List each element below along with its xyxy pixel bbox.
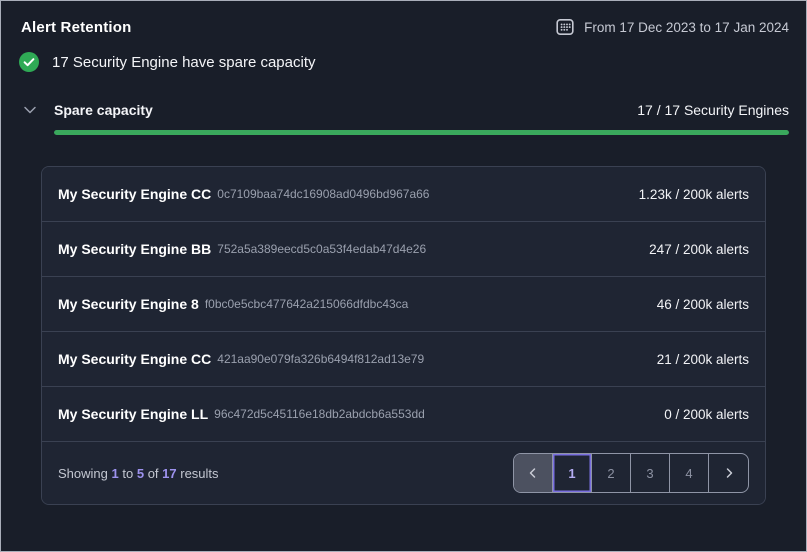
status-row: 17 Security Engine have spare capacity bbox=[1, 37, 806, 72]
date-range-label: From 17 Dec 2023 to 17 Jan 2024 bbox=[584, 19, 789, 35]
status-message: 17 Security Engine have spare capacity bbox=[52, 53, 316, 71]
engine-name: My Security Engine CC bbox=[58, 351, 212, 367]
list-footer: Showing 1 to 5 of 17 results 1 2 bbox=[42, 442, 765, 504]
section-count: 17 / 17 Security Engines bbox=[637, 102, 789, 118]
engine-alerts: 21 / 200k alerts bbox=[656, 351, 749, 367]
results-total: 17 bbox=[162, 465, 177, 481]
engine-id: 752a5a389eecd5c0a53f4edab47d4e26 bbox=[217, 242, 427, 256]
chevron-left-icon bbox=[526, 466, 540, 480]
page-title: Alert Retention bbox=[21, 18, 132, 36]
panel-header: Alert Retention From 17 Dec 2023 to 17 J… bbox=[1, 1, 806, 37]
engine-row: My Security Engine LL 96c472d5c45116e18d… bbox=[42, 387, 765, 442]
engine-id: 421aa90e079fa326b6494f812ad13e79 bbox=[217, 352, 425, 366]
calendar-icon bbox=[555, 17, 575, 37]
engine-name: My Security Engine 8 bbox=[58, 296, 199, 312]
engine-name: My Security Engine LL bbox=[58, 406, 209, 422]
results-prefix: Showing bbox=[58, 465, 108, 481]
engine-id: 96c472d5c45116e18db2abdcb6a553dd bbox=[214, 407, 425, 421]
engine-row: My Security Engine CC 0c7109baa74dc16908… bbox=[42, 167, 765, 222]
results-suffix: results bbox=[180, 465, 219, 481]
results-from: 1 bbox=[111, 465, 119, 481]
engine-alerts: 1.23k / 200k alerts bbox=[638, 186, 749, 202]
page-button-4[interactable]: 4 bbox=[670, 454, 709, 492]
results-summary: Showing 1 to 5 of 17 results bbox=[58, 466, 219, 481]
engine-name: My Security Engine BB bbox=[58, 241, 212, 257]
results-to-word: to bbox=[122, 465, 134, 481]
engine-name: My Security Engine CC bbox=[58, 186, 212, 202]
engine-row: My Security Engine BB 752a5a389eecd5c0a5… bbox=[42, 222, 765, 277]
engines-list-card: My Security Engine CC 0c7109baa74dc16908… bbox=[41, 166, 766, 505]
page-button-3[interactable]: 3 bbox=[631, 454, 670, 492]
results-of-word: of bbox=[147, 465, 159, 481]
progress-fill bbox=[54, 130, 789, 135]
engine-alerts: 247 / 200k alerts bbox=[649, 241, 749, 257]
prev-page-button[interactable] bbox=[514, 454, 553, 492]
check-circle-icon bbox=[19, 52, 39, 72]
date-range-picker[interactable]: From 17 Dec 2023 to 17 Jan 2024 bbox=[555, 17, 789, 37]
pagination: 1 2 3 4 bbox=[513, 453, 749, 493]
engine-row: My Security Engine 8 f0bc0e5cbc477642a21… bbox=[42, 277, 765, 332]
section-label: Spare capacity bbox=[54, 102, 153, 118]
engine-id: f0bc0e5cbc477642a215066dfdbc43ca bbox=[204, 297, 409, 311]
results-to: 5 bbox=[136, 465, 145, 481]
chevron-down-icon[interactable] bbox=[19, 99, 41, 121]
spare-capacity-header: Spare capacity 17 / 17 Security Engines bbox=[1, 72, 806, 121]
chevron-right-icon bbox=[722, 466, 736, 480]
engine-row: My Security Engine CC 421aa90e079fa326b6… bbox=[42, 332, 765, 387]
page-button-1[interactable]: 1 bbox=[553, 454, 592, 492]
next-page-button[interactable] bbox=[709, 454, 748, 492]
engine-alerts: 0 / 200k alerts bbox=[664, 406, 749, 422]
engine-alerts: 46 / 200k alerts bbox=[656, 296, 749, 312]
capacity-progress-track bbox=[54, 130, 789, 135]
page-button-2[interactable]: 2 bbox=[592, 454, 631, 492]
engine-id: 0c7109baa74dc16908ad0496bd967a66 bbox=[217, 187, 430, 201]
